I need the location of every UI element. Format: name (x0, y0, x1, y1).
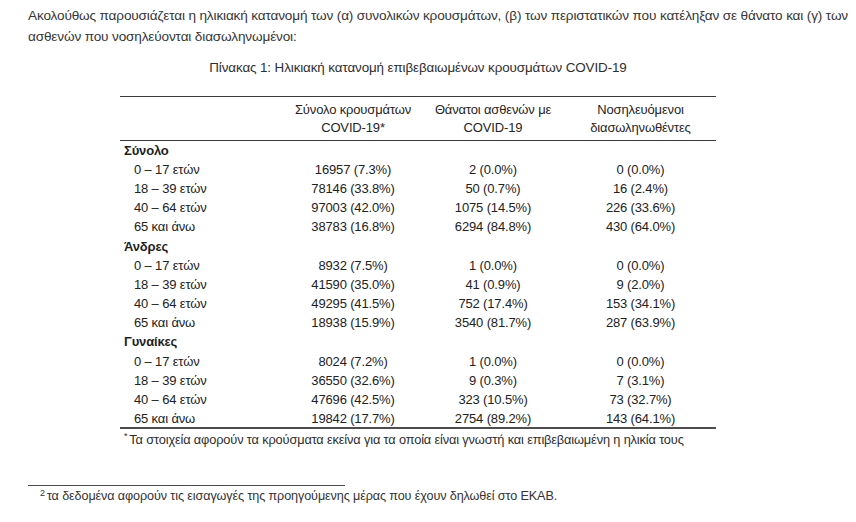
header-deaths-line1: Θάνατοι ασθενών με (435, 102, 551, 117)
age-label: 18 – 39 ετών (120, 371, 285, 390)
header-empty-cell (120, 97, 285, 141)
deaths-cell: 1 (0.0%) (421, 352, 565, 371)
cases-cell: 36550 (32.6%) (285, 371, 421, 390)
age-label: 18 – 39 ετών (120, 275, 285, 294)
age-label: 65 και άνω (120, 217, 285, 236)
group-label-men: Άνδρες (120, 236, 716, 255)
header-intubated: Νοσηλευόμενοι διασωληνωθέντες (565, 97, 716, 141)
age-label: 0 – 17 ετών (120, 160, 285, 179)
intro-line-1: Ακολούθως παρουσιάζεται η ηλικιακή καταν… (28, 6, 848, 27)
table-footnote: *Τα στοιχεία αφορούν τα κρούσματα εκείνα… (124, 432, 724, 447)
age-label: 18 – 39 ετών (120, 179, 285, 198)
header-intubated-line2: διασωληνωθέντες (590, 120, 690, 135)
table-title: Πίνακας 1: Ηλικιακή κατανομή επιβεβαιωμέ… (120, 60, 716, 75)
age-label: 0 – 17 ετών (120, 352, 285, 371)
deaths-cell: 2 (0.0%) (421, 160, 565, 179)
table-row: 40 – 64 ετών 49295 (41.5%) 752 (17.4%) 1… (120, 294, 716, 313)
table-row: 0 – 17 ετών 8932 (7.5%) 1 (0.0%) 0 (0.0%… (120, 256, 716, 275)
deaths-cell: 6294 (84.8%) (421, 217, 565, 236)
cases-cell: 41590 (35.0%) (285, 275, 421, 294)
header-intubated-line1: Νοσηλευόμενοι (597, 102, 683, 117)
deaths-cell: 1075 (14.5%) (421, 198, 565, 217)
age-label: 40 – 64 ετών (120, 294, 285, 313)
table-row: 65 και άνω 19842 (17.7%) 2754 (89.2%) 14… (120, 409, 716, 428)
table-row: 0 – 17 ετών 16957 (7.3%) 2 (0.0%) 0 (0.0… (120, 160, 716, 179)
age-label: 65 και άνω (120, 313, 285, 332)
cases-cell: 18938 (15.9%) (285, 313, 421, 332)
deaths-cell: 1 (0.0%) (421, 256, 565, 275)
footnote-separator (28, 485, 345, 486)
table-row: 65 και άνω 18938 (15.9%) 3540 (81.7%) 28… (120, 313, 716, 332)
cases-cell: 49295 (41.5%) (285, 294, 421, 313)
intubated-cell: 16 (2.4%) (565, 179, 716, 198)
table-row: 18 – 39 ετών 36550 (32.6%) 9 (0.3%) 7 (3… (120, 371, 716, 390)
cases-cell: 47696 (42.5%) (285, 390, 421, 409)
deaths-cell: 2754 (89.2%) (421, 409, 565, 428)
group-label-women: Γυναίκες (120, 332, 716, 351)
deaths-cell: 9 (0.3%) (421, 371, 565, 390)
covid-age-distribution-table: Σύνολο κρουσμάτων COVID-19* Θάνατοι ασθε… (120, 96, 716, 429)
page-footnote: 2τα δεδομένα αφορούν τις εισαγωγές της π… (40, 489, 820, 503)
cases-cell: 19842 (17.7%) (285, 409, 421, 428)
age-label: 65 και άνω (120, 409, 285, 428)
report-page: { "intro": { "line1": "Ακολούθως παρουσι… (0, 0, 856, 522)
cases-cell: 8932 (7.5%) (285, 256, 421, 275)
intubated-cell: 143 (64.1%) (565, 409, 716, 428)
table-footnote-text: Τα στοιχεία αφορούν τα κρούσματα εκείνα … (129, 432, 683, 447)
cases-cell: 38783 (16.8%) (285, 217, 421, 236)
group-header-row-men: Άνδρες (120, 236, 716, 255)
table-header-row: Σύνολο κρουσμάτων COVID-19* Θάνατοι ασθε… (120, 97, 716, 141)
header-deaths: Θάνατοι ασθενών με COVID-19 (421, 97, 565, 141)
deaths-cell: 3540 (81.7%) (421, 313, 565, 332)
intubated-cell: 9 (2.0%) (565, 275, 716, 294)
intubated-cell: 287 (63.9%) (565, 313, 716, 332)
cases-cell: 97003 (42.0%) (285, 198, 421, 217)
intubated-cell: 226 (33.6%) (565, 198, 716, 217)
cases-cell: 16957 (7.3%) (285, 160, 421, 179)
table-footnote-marker: * (124, 431, 127, 441)
intubated-cell: 0 (0.0%) (565, 160, 716, 179)
table-row: 0 – 17 ετών 8024 (7.2%) 1 (0.0%) 0 (0.0%… (120, 352, 716, 371)
intubated-cell: 0 (0.0%) (565, 352, 716, 371)
age-label: 40 – 64 ετών (120, 198, 285, 217)
page-footnote-marker: 2 (40, 488, 45, 498)
intubated-cell: 73 (32.7%) (565, 390, 716, 409)
group-label-total: Σύνολο (120, 141, 716, 160)
table-row: 65 και άνω 38783 (16.8%) 6294 (84.8%) 43… (120, 217, 716, 236)
table-row: 18 – 39 ετών 41590 (35.0%) 41 (0.9%) 9 (… (120, 275, 716, 294)
age-label: 0 – 17 ετών (120, 256, 285, 275)
table-row: 18 – 39 ετών 78146 (33.8%) 50 (0.7%) 16 … (120, 179, 716, 198)
intro-line-2: ασθενών που νοσηλεύονται διασωληνωμένοι: (28, 27, 848, 48)
header-total-cases-line2: COVID-19* (321, 120, 385, 135)
table-row: 40 – 64 ετών 47696 (42.5%) 323 (10.5%) 7… (120, 390, 716, 409)
header-total-cases-line1: Σύνολο κρουσμάτων (295, 102, 411, 117)
group-header-row-total: Σύνολο (120, 141, 716, 160)
header-total-cases: Σύνολο κρουσμάτων COVID-19* (285, 97, 421, 141)
deaths-cell: 323 (10.5%) (421, 390, 565, 409)
page-footnote-text: τα δεδομένα αφορούν τις εισαγωγές της πρ… (47, 489, 557, 503)
table-row: 40 – 64 ετών 97003 (42.0%) 1075 (14.5%) … (120, 198, 716, 217)
intubated-cell: 430 (64.0%) (565, 217, 716, 236)
age-label: 40 – 64 ετών (120, 390, 285, 409)
group-header-row-women: Γυναίκες (120, 332, 716, 351)
deaths-cell: 50 (0.7%) (421, 179, 565, 198)
intro-paragraph: Ακολούθως παρουσιάζεται η ηλικιακή καταν… (28, 6, 848, 47)
header-deaths-line2: COVID-19 (464, 120, 523, 135)
intubated-cell: 0 (0.0%) (565, 256, 716, 275)
intubated-cell: 7 (3.1%) (565, 371, 716, 390)
deaths-cell: 41 (0.9%) (421, 275, 565, 294)
intubated-cell: 153 (34.1%) (565, 294, 716, 313)
deaths-cell: 752 (17.4%) (421, 294, 565, 313)
cases-cell: 78146 (33.8%) (285, 179, 421, 198)
cases-cell: 8024 (7.2%) (285, 352, 421, 371)
